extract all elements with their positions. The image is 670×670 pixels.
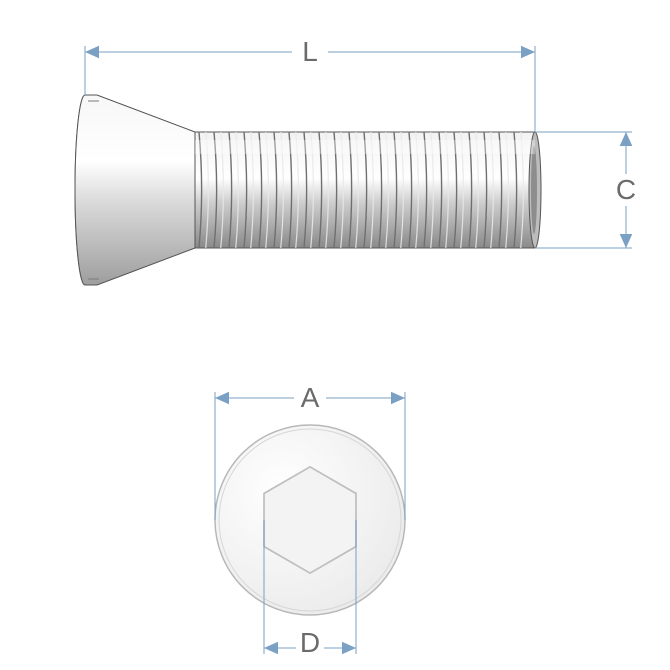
- screw-side-view: [75, 95, 541, 285]
- label-L: L: [302, 36, 318, 67]
- label-C: C: [616, 174, 636, 205]
- label-A: A: [301, 382, 320, 413]
- label-D: D: [300, 627, 320, 658]
- screw-front-view: [215, 425, 405, 615]
